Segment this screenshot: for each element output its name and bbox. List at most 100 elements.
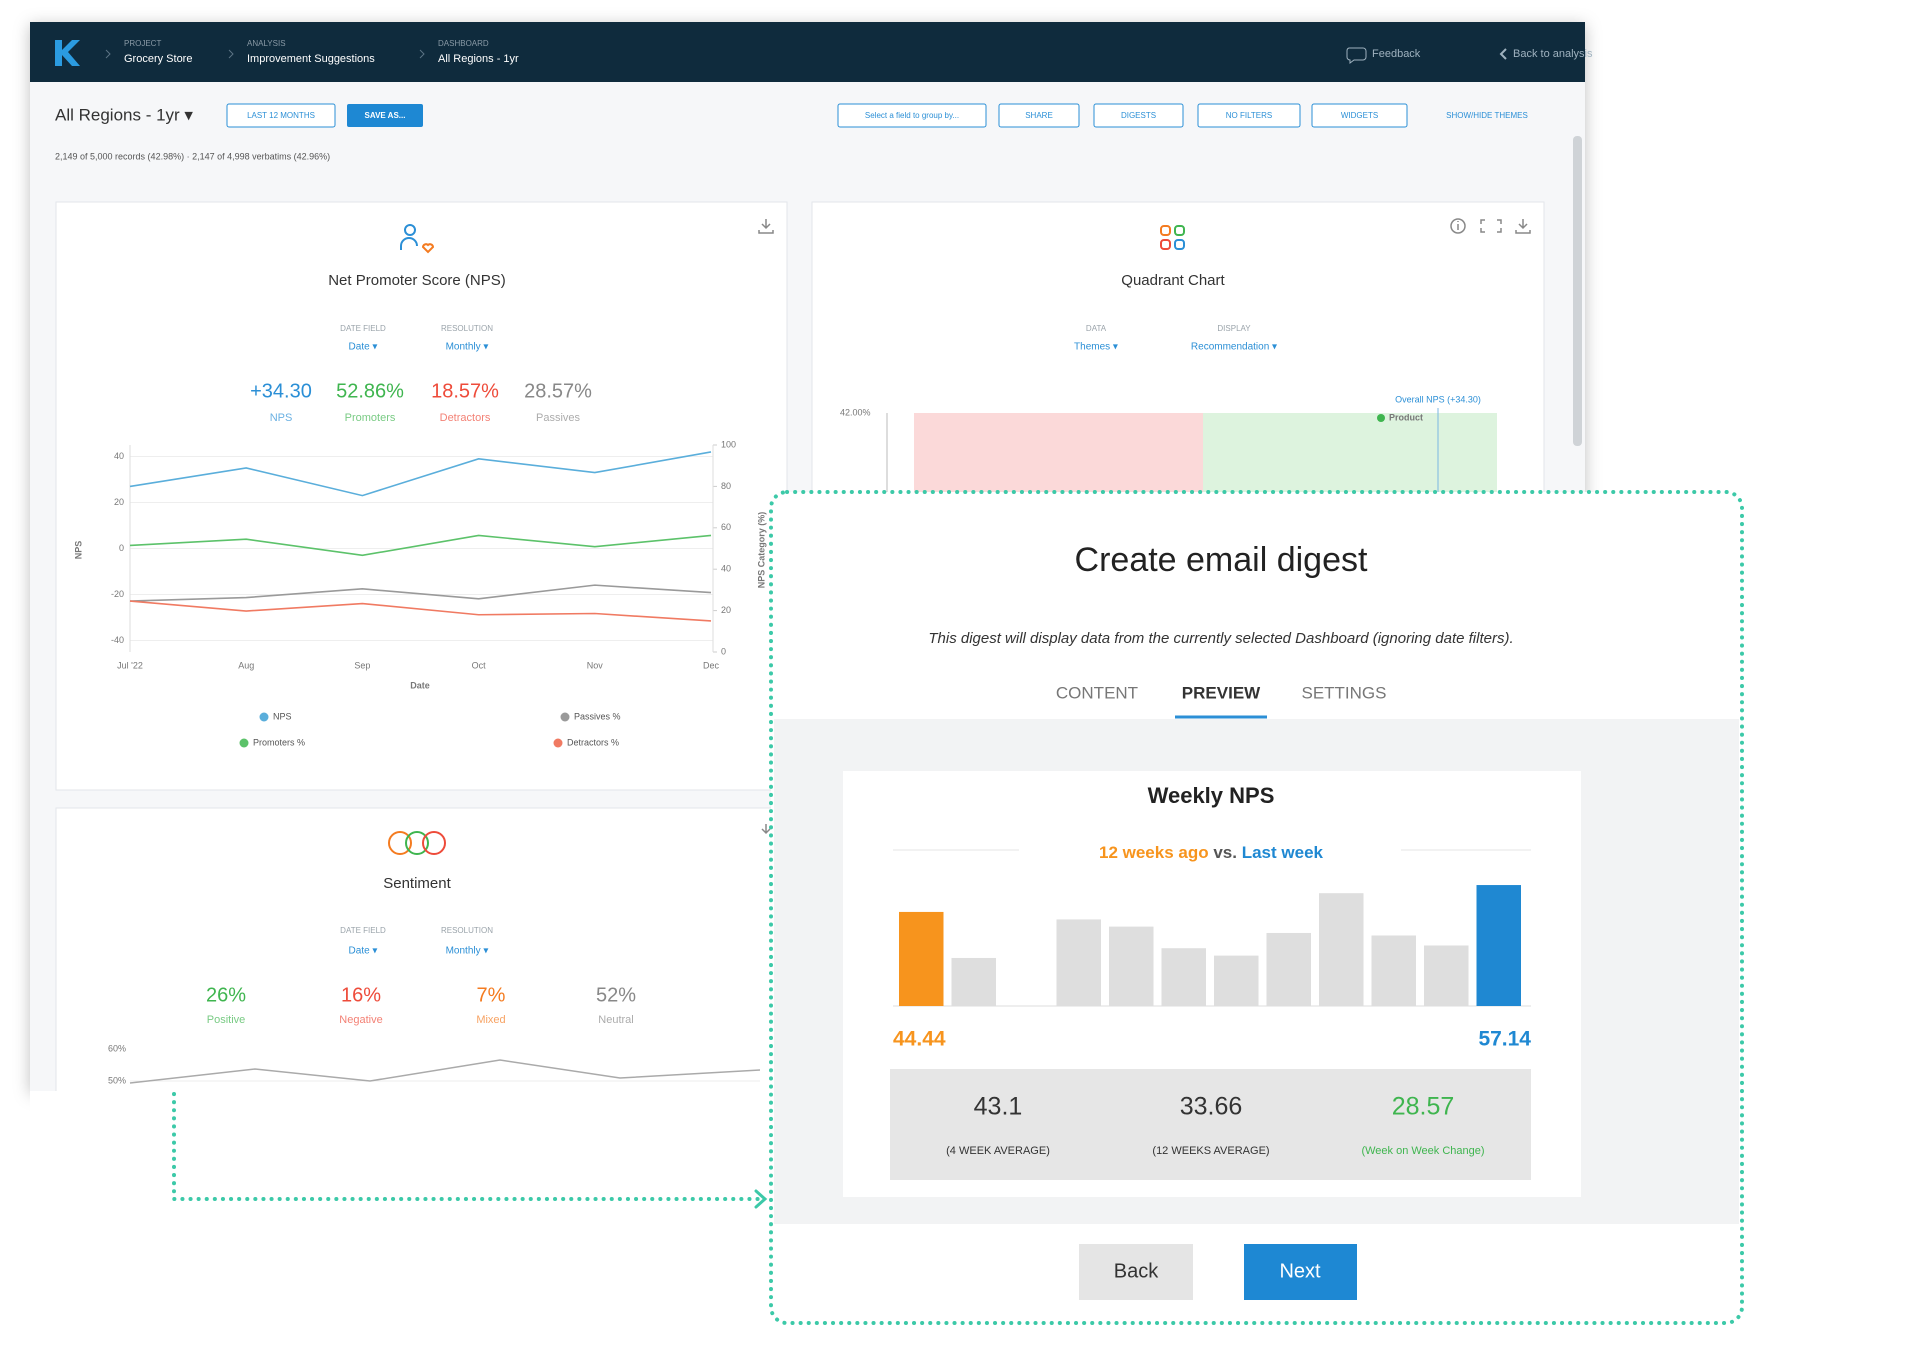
stat-label: Negative <box>339 1014 382 1026</box>
toolbar-button-label: Select a field to group by... <box>865 111 959 120</box>
back-button[interactable] <box>1079 1244 1193 1300</box>
y-tick-label: 60% <box>108 1043 126 1053</box>
top-bar <box>30 22 1585 82</box>
summary-value: 43.1 <box>974 1093 1023 1121</box>
bar <box>1214 955 1259 1006</box>
tab[interactable]: CONTENT <box>1056 683 1138 702</box>
y-tick-label: -40 <box>111 635 124 645</box>
summary-label: (4 WEEK AVERAGE) <box>946 1145 1050 1157</box>
toolbar-button-label: SHARE <box>1025 111 1053 120</box>
toolbar-button[interactable] <box>1311 103 1408 128</box>
bar <box>1319 893 1364 1006</box>
y-axis-label: NPS <box>73 541 83 560</box>
bar <box>1424 945 1469 1006</box>
x-tick-label: Dec <box>703 660 720 670</box>
series-line <box>129 451 712 497</box>
summary-label: (Week on Week Change) <box>1361 1145 1484 1157</box>
y2-tick-label: 0 <box>721 646 726 656</box>
y2-axis-label: NPS Category (%) <box>756 512 766 589</box>
bar <box>1109 926 1154 1006</box>
comparison: 12 weeks ago vs. Last week <box>1099 843 1324 862</box>
stat-label: Mixed <box>476 1014 505 1026</box>
field-select[interactable]: Themes ▾ <box>1074 342 1118 353</box>
field-select[interactable]: Recommendation ▾ <box>1191 342 1277 353</box>
field-select[interactable]: Date ▾ <box>349 342 378 353</box>
modal-title: Create email digest <box>1075 541 1368 579</box>
y2-tick-label: 60 <box>721 522 731 532</box>
save-button[interactable] <box>347 104 423 127</box>
breadcrumb[interactable]: All Regions - 1yr <box>438 53 519 65</box>
stat-value: 52% <box>596 984 636 1006</box>
stat-value: 18.57% <box>431 380 499 402</box>
breadcrumb[interactable]: Grocery Store <box>124 53 192 65</box>
date-range: LAST 12 MONTHS <box>247 111 315 120</box>
legend-label: Promoters % <box>253 737 305 747</box>
field-select[interactable]: Monthly ▾ <box>446 342 489 353</box>
toolbar-button[interactable] <box>998 103 1080 128</box>
stat-label: Detractors <box>440 412 491 424</box>
tab[interactable]: SETTINGS <box>1301 683 1386 702</box>
bar <box>1266 932 1311 1006</box>
breadcrumb[interactable]: Improvement Suggestions <box>247 53 375 65</box>
breadcrumb-caption: DASHBOARD <box>438 39 489 48</box>
compare-from: 12 weeks ago <box>1099 843 1209 862</box>
x-tick-label: Aug <box>238 660 254 670</box>
toolbar-button-label: DIGESTS <box>1121 111 1156 120</box>
feedback-link[interactable]: Feedback <box>1372 48 1421 60</box>
series-line <box>129 600 712 622</box>
y2-tick-label: 80 <box>721 481 731 491</box>
legend-label: NPS <box>273 711 292 721</box>
series-line <box>129 534 712 557</box>
feedback-icon <box>1346 47 1367 64</box>
sentiment-line <box>129 1059 761 1084</box>
connector <box>172 1092 760 1201</box>
sentiment-card <box>55 807 788 1109</box>
toolbar-button[interactable] <box>1197 103 1301 128</box>
y2-tick-label: 20 <box>721 605 731 615</box>
records-summary: 2,149 of 5,000 records (42.98%) · 2,147 … <box>55 151 330 161</box>
breadcrumb-separators <box>105 49 425 59</box>
toolbar-button[interactable] <box>837 103 987 128</box>
stat-label: Positive <box>207 1014 246 1026</box>
stat-value: 7% <box>477 984 506 1006</box>
toolbar-button-label: WIDGETS <box>1341 111 1378 120</box>
first-value: 44.44 <box>893 1028 946 1051</box>
back-link[interactable]: Back to analysis <box>1513 48 1593 60</box>
stat-label: Promoters <box>345 412 396 424</box>
back-label[interactable]: Back <box>1114 1260 1159 1282</box>
y2-tick-label: 40 <box>721 564 731 574</box>
date-range-button[interactable] <box>226 103 336 128</box>
x-tick-label: Nov <box>587 660 604 670</box>
dashboard-name[interactable]: All Regions - 1yr ▾ <box>55 105 193 124</box>
stats-box <box>890 1069 1531 1180</box>
legend-label: Passives % <box>574 711 621 721</box>
bar <box>1476 885 1521 1006</box>
y2-tick-label: 100 <box>721 439 736 449</box>
tab[interactable]: PREVIEW <box>1182 683 1261 702</box>
sentiment-icon <box>388 831 446 855</box>
field-select[interactable]: Monthly ▾ <box>446 946 489 957</box>
field-caption: DATE FIELD <box>340 926 386 935</box>
next-label[interactable]: Next <box>1279 1260 1321 1282</box>
y-tick-label: 20 <box>114 497 124 507</box>
toolbar-button[interactable] <box>1093 103 1184 128</box>
card-actions[interactable] <box>758 218 1531 835</box>
breadcrumb-caption: ANALYSIS <box>247 39 286 48</box>
legend-marker <box>553 738 563 748</box>
quadrant-icon <box>1160 225 1185 250</box>
field-select[interactable]: Date ▾ <box>349 946 378 957</box>
field-caption: RESOLUTION <box>441 324 493 333</box>
window-cut <box>30 1091 790 1121</box>
reference-label: Overall NPS (+34.30) <box>1395 394 1481 404</box>
next-button[interactable] <box>1244 1244 1357 1300</box>
y-tick-label: 50% <box>108 1075 126 1085</box>
card-title: Weekly NPS <box>1148 783 1275 808</box>
point-label: Product <box>1389 412 1423 422</box>
nps-card <box>55 201 788 791</box>
x-axis-label: Date <box>410 680 430 690</box>
breadcrumb-caption: PROJECT <box>124 39 161 48</box>
bar <box>1161 948 1206 1006</box>
logo <box>55 40 80 66</box>
field-caption: DISPLAY <box>1217 324 1251 333</box>
field-caption: DATA <box>1086 324 1107 333</box>
